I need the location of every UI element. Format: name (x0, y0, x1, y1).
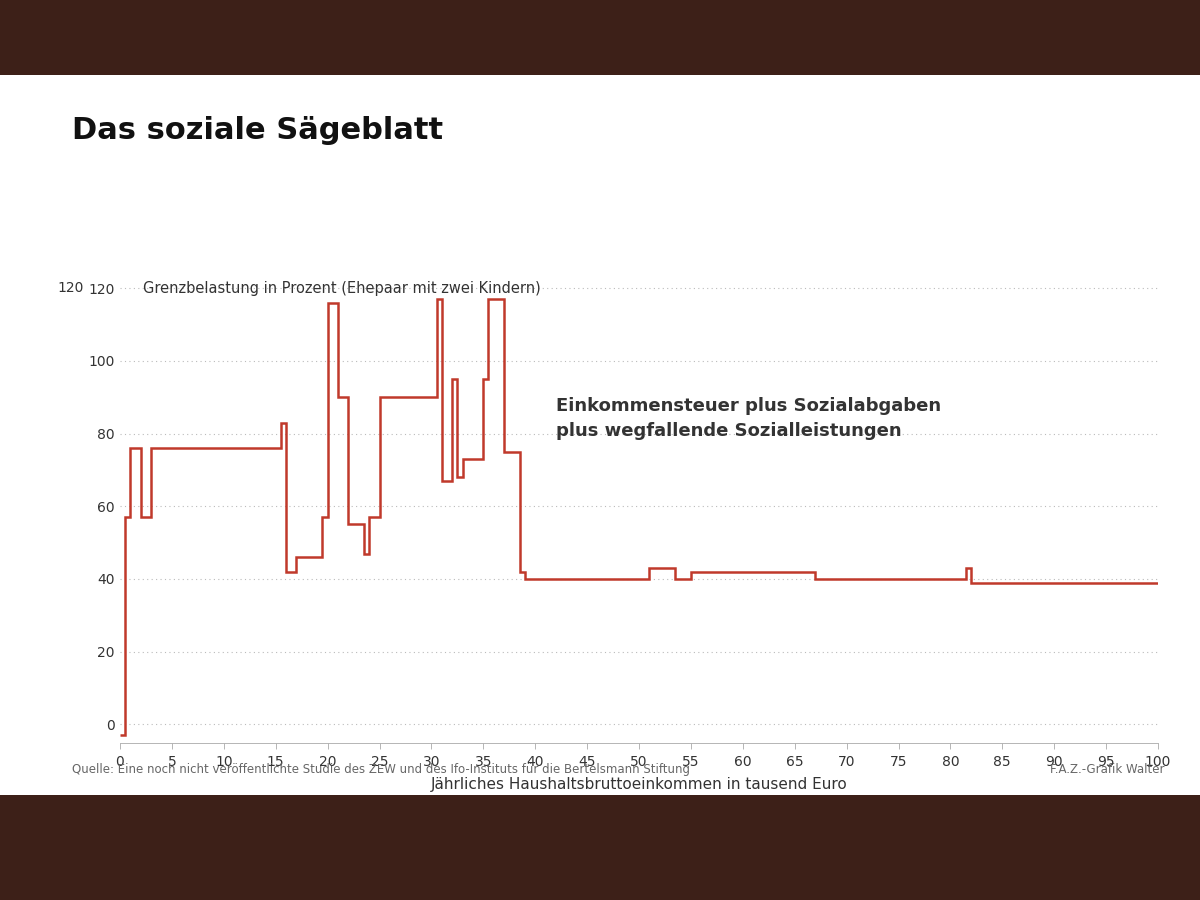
Text: Das soziale Sägeblatt: Das soziale Sägeblatt (72, 116, 443, 145)
Text: 120: 120 (58, 281, 84, 295)
Text: Grenzbelastung in Prozent (Ehepaar mit zwei Kindern): Grenzbelastung in Prozent (Ehepaar mit z… (143, 281, 540, 296)
Text: F.A.Z.-Grafik Walter: F.A.Z.-Grafik Walter (1050, 763, 1164, 776)
Text: Einkommensteuer plus Sozialabgaben
plus wegfallende Sozialleistungen: Einkommensteuer plus Sozialabgaben plus … (556, 397, 941, 440)
Text: Quelle: Eine noch nicht veröffentlichte Studie des ZEW und des Ifo-Instituts für: Quelle: Eine noch nicht veröffentlichte … (72, 763, 690, 776)
X-axis label: Jährliches Haushaltsbruttoeinkommen in tausend Euro: Jährliches Haushaltsbruttoeinkommen in t… (431, 778, 847, 792)
